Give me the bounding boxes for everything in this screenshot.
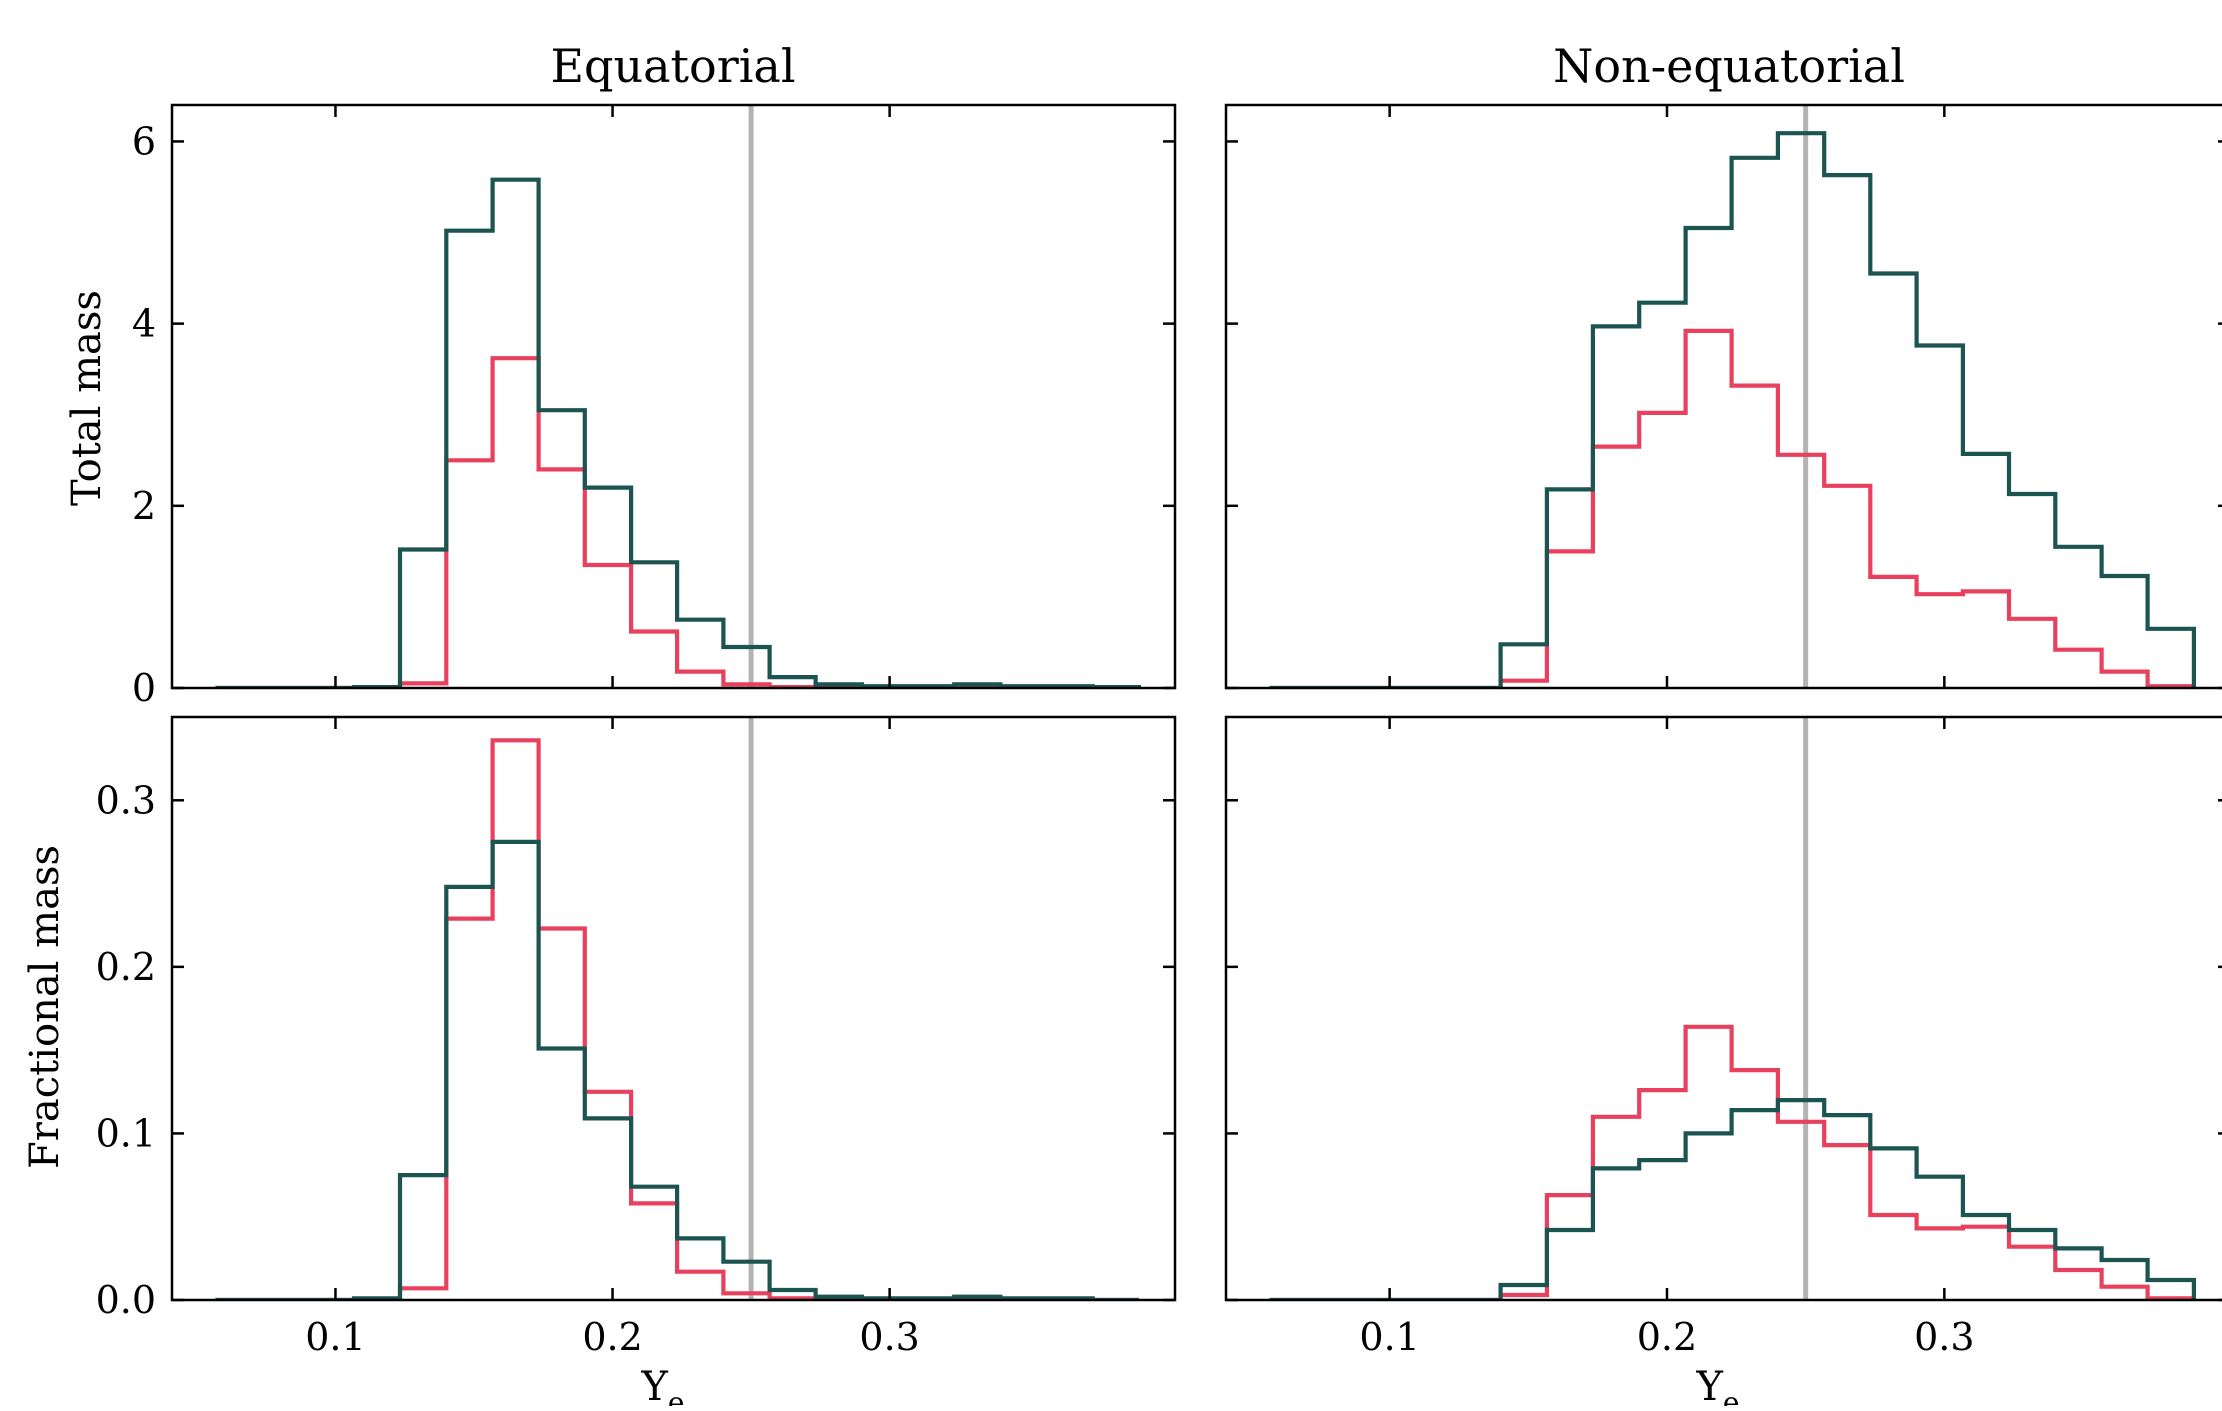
panel-0-series-1-histogram	[215, 177, 1142, 688]
ylabel-fractional-mass: Fractional mass	[22, 845, 68, 1169]
panel-2-ytick-label-1: 0.1	[96, 1111, 156, 1155]
panel-2: 0.1 0.2 0.3 0.0 0.1 0.2 0.3	[96, 715, 1177, 1359]
panel-3-frame	[1224, 715, 2222, 1302]
panel-2-frame	[170, 715, 1177, 1302]
panel-3-xtick-label-2: 0.3	[1914, 1315, 1974, 1359]
panel-2-series-1-histogram	[215, 839, 1139, 1300]
xlabel-right-sub: e	[1723, 1386, 1740, 1406]
panel-1-series-1-histogram	[1269, 131, 2196, 688]
xlabel-left-main: Y	[641, 1364, 669, 1406]
panel-2-xtick-label-2: 0.3	[859, 1315, 919, 1359]
panel-title-equatorial: Equatorial	[550, 39, 795, 93]
panel-2-ytick-label-0: 0.0	[96, 1278, 156, 1322]
panel-0-frame	[170, 103, 1177, 690]
panel-0: 0 2 4 6	[132, 103, 1177, 710]
panel-3: 0.1 0.2 0.3	[1224, 715, 2222, 1359]
panel-0-series-0-histogram	[215, 356, 1139, 688]
xlabel-left: Ye	[641, 1364, 685, 1406]
panels: 0 2 4 6 0.1 0.2 0.3 0.0 0.1 0.2 0.3 0.1 0.2 0.3	[96, 103, 2222, 1359]
ylabel-total-mass: Total mass	[64, 290, 110, 506]
xlabel-left-sub: e	[668, 1386, 685, 1406]
xlabel-right: Ye	[1696, 1364, 1740, 1406]
panel-3-series-0-histogram	[1269, 1024, 2196, 1300]
panel-1-frame	[1224, 103, 2222, 690]
panel-0-ytick-label-2: 4	[132, 302, 156, 346]
panel-3-xtick-label-1: 0.2	[1637, 1315, 1697, 1359]
panel-title-non-equatorial: Non-equatorial	[1553, 39, 1905, 93]
panel-3-series-1-histogram	[1269, 1098, 2196, 1300]
panel-0-ytick-label-0: 0	[132, 666, 156, 710]
panel-2-ytick-label-2: 0.2	[96, 945, 156, 989]
panel-0-ytick-label-3: 6	[132, 119, 156, 163]
panel-3-xtick-label-0: 0.1	[1359, 1315, 1419, 1359]
panel-2-xtick-label-0: 0.1	[305, 1315, 365, 1359]
panel-2-ytick-label-3: 0.3	[96, 778, 156, 822]
panel-2-xtick-label-1: 0.2	[582, 1315, 642, 1359]
panel-1	[1224, 103, 2222, 690]
panel-0-ytick-label-1: 2	[132, 484, 156, 528]
xlabel-right-main: Y	[1696, 1364, 1724, 1406]
